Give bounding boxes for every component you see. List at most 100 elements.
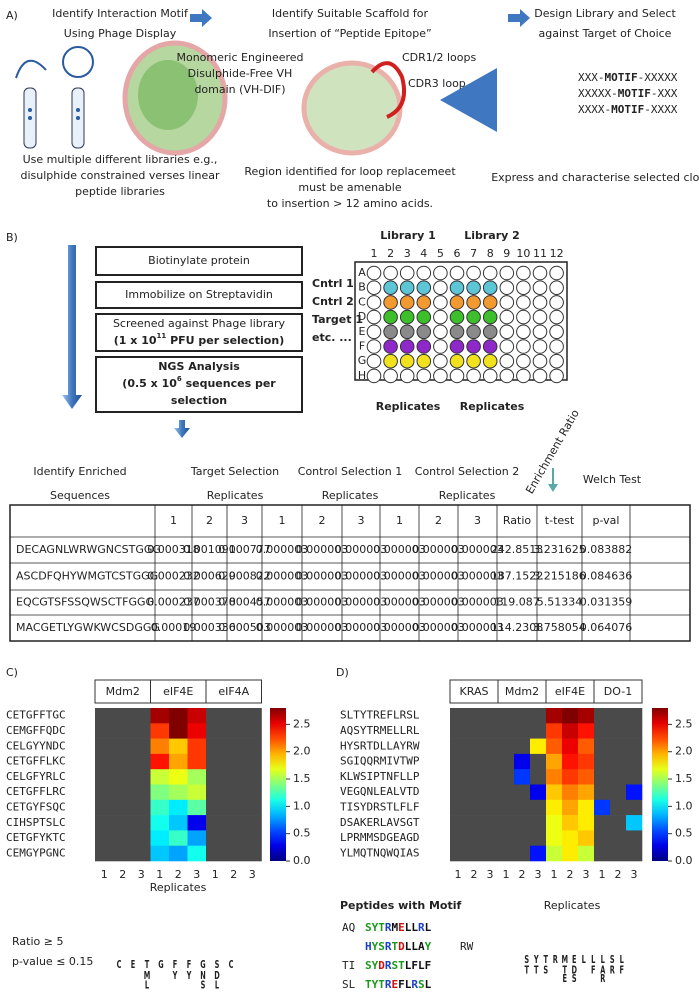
well	[416, 368, 432, 384]
logo-letter: T	[145, 960, 150, 972]
arrow	[190, 9, 212, 27]
scaffold-label: domain (VH-DIF)	[194, 83, 285, 96]
linear-peptide	[15, 59, 47, 79]
colorbar-label: 0.0	[293, 854, 311, 867]
heatmap-cell	[610, 830, 627, 846]
heatmap-cell	[243, 723, 262, 739]
peptide-prefix: AQ	[342, 921, 355, 934]
peptide-prefix: TI	[342, 959, 355, 972]
heatmap-cell	[243, 784, 262, 801]
table-cell: 0.084636	[580, 570, 633, 583]
library-part: -XXXX	[644, 103, 677, 116]
heatmap-cell	[206, 753, 225, 770]
heatmap-cell	[610, 799, 627, 816]
flow-arrow	[62, 245, 82, 409]
table-cell: 0.000003	[296, 543, 349, 556]
table-header: 1	[170, 514, 177, 527]
table-cell: 0.000003	[412, 621, 465, 634]
heatmap-cell	[113, 845, 133, 862]
column-label: 12	[550, 247, 564, 260]
well	[549, 265, 564, 281]
heatmap-cell	[578, 799, 595, 816]
step-box	[95, 356, 303, 413]
table-cell: 3.758054	[533, 621, 586, 634]
group-label: eIF4E	[555, 685, 585, 698]
heatmap-cell	[610, 769, 627, 785]
sample-label: Target 1	[312, 313, 363, 326]
heatmap-cell	[482, 830, 499, 846]
logo-letter: N	[200, 971, 206, 983]
heatmap-cell	[578, 845, 595, 862]
heatmap-cell	[626, 815, 643, 831]
replicate-tick: 1	[599, 868, 606, 881]
well	[482, 295, 498, 310]
step-caption: to insertion > 12 amino acids.	[267, 197, 433, 210]
well	[449, 295, 465, 310]
table-cell: 0.064076	[580, 621, 633, 634]
heatmap-cell	[498, 845, 515, 862]
heatmap-cell	[169, 799, 188, 816]
sequence-cell: ASCDFQHYWMGTCSTGGG	[16, 570, 158, 583]
well	[416, 295, 432, 310]
row-label: CIHSPTSLC	[6, 816, 66, 829]
logo-letter: Y	[533, 955, 539, 967]
heatmap-cell	[610, 723, 627, 739]
well	[366, 265, 382, 281]
heatmap-cell	[498, 723, 515, 739]
row-label: YLMQTNQWQIAS	[340, 846, 419, 859]
row-label: CELGFYRLC	[6, 770, 66, 783]
criteria: Ratio ≥ 5	[12, 935, 63, 948]
heatmap-cell	[546, 708, 563, 724]
heatmap-cell	[546, 723, 563, 739]
heatmap-cell	[206, 784, 225, 801]
step-caption: peptide libraries	[75, 185, 165, 198]
table-cell: 0.000003	[373, 570, 426, 583]
well	[366, 280, 382, 296]
step-box	[95, 281, 303, 309]
heatmap-cell	[482, 845, 499, 862]
step-caption: Use multiple different libraries e.g.,	[23, 153, 218, 166]
logo-letter: A	[600, 965, 605, 977]
table-cell: 0.00019	[151, 621, 197, 634]
replicate-tick: 3	[487, 868, 494, 881]
table-cell: 5.51334	[537, 596, 583, 609]
well	[516, 309, 531, 325]
group-label: Mdm2	[505, 685, 539, 698]
replicate-tick: 2	[471, 868, 478, 881]
well	[516, 353, 531, 369]
table-cell: 119.087	[494, 596, 540, 609]
heatmap-cell	[95, 830, 114, 846]
heatmap-cell	[594, 815, 611, 831]
table-header: 3	[474, 514, 481, 527]
table-cell: 0.000003	[451, 570, 504, 583]
row-label: HYSRTDLLAYRW	[340, 739, 420, 752]
library-part: MOTIF	[611, 103, 644, 116]
well	[532, 353, 548, 369]
well	[416, 280, 432, 296]
heatmap-cell	[206, 738, 225, 755]
well	[499, 339, 515, 354]
heatmap-cell	[113, 769, 133, 785]
well	[499, 280, 515, 296]
heatmap-cell	[546, 815, 563, 831]
step-title: Design Library and Select	[534, 7, 676, 20]
heatmap-cell	[224, 753, 244, 770]
cdr-loop	[370, 61, 407, 119]
well	[499, 324, 515, 340]
row-label: CELGYYNDC	[6, 739, 66, 752]
heatmap-cell	[594, 738, 611, 755]
heatmap-cell	[498, 799, 515, 816]
well	[482, 368, 498, 384]
well	[482, 353, 498, 369]
group-label: Mdm2	[106, 685, 140, 698]
heatmap-cell	[113, 708, 133, 724]
heatmap-cell	[530, 845, 547, 862]
heatmap-cell	[610, 815, 627, 831]
heatmap-cell	[562, 815, 579, 831]
well	[466, 353, 481, 369]
text-part: (1 x 10	[114, 334, 157, 347]
well	[499, 368, 515, 384]
heatmap-cell	[578, 723, 595, 739]
well	[433, 265, 448, 281]
row-label: CETGFFTGC	[6, 709, 66, 722]
